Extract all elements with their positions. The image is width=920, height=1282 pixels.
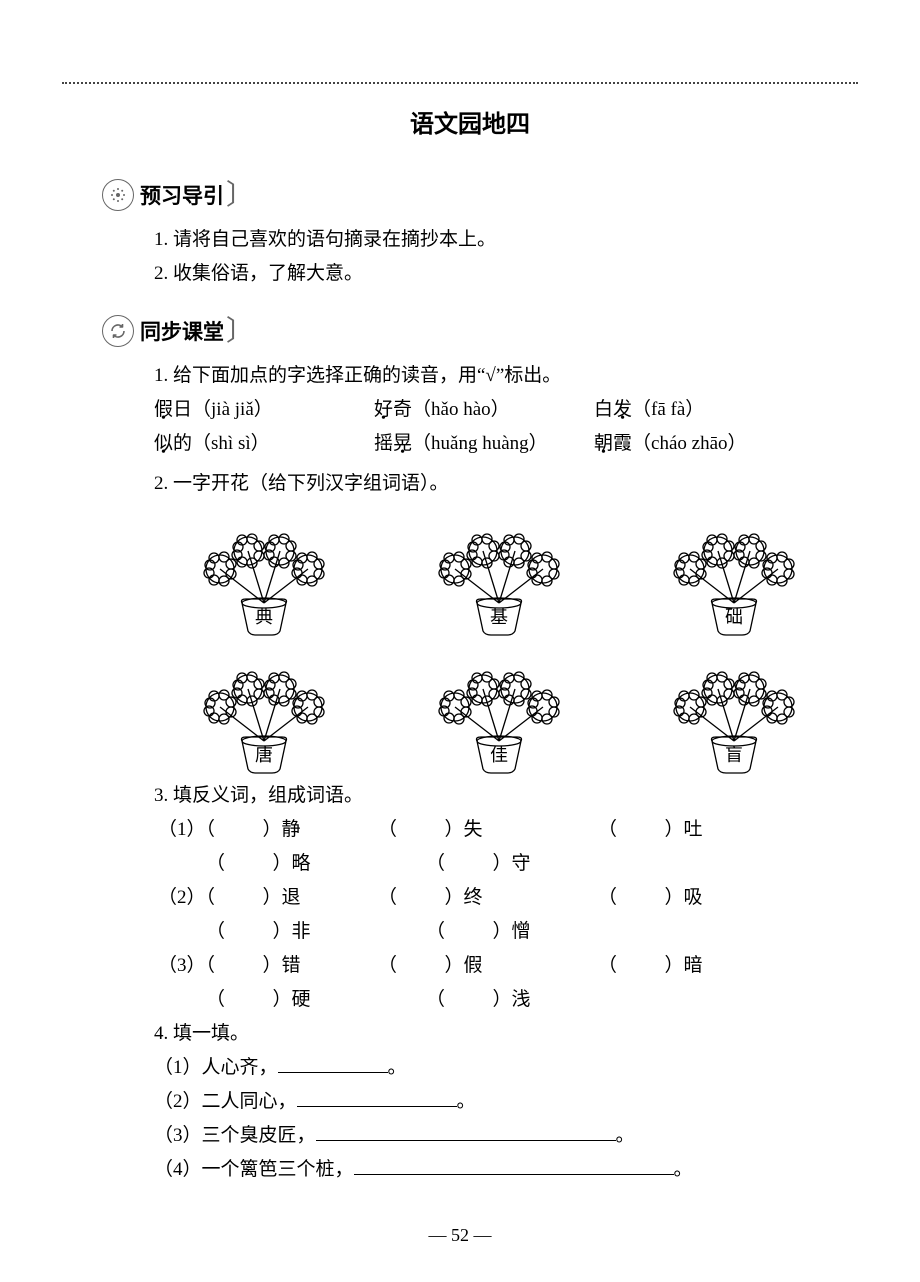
blank-item: （ ）吸 [598,881,818,915]
page-content: 语文园地四 预习导引 〕 1. 请将自己喜欢的语句摘录在摘抄本上。 2. 收集俗… [100,96,840,1187]
flower-row: 典 基 础 [154,507,844,639]
bracket-icon: 〕 [226,309,254,349]
flower-pot: 基 [389,507,609,639]
blank-item: （ ）浅 [426,983,646,1017]
blank-item: （ ）非 [158,915,426,949]
flower-pot: 佳 [389,645,609,777]
q1-row: 似•的（shì sì） 摇晃•（huǎng huàng） 朝•霞（cháo zh… [154,427,840,461]
pinyin: （huǎng huàng） [412,433,548,454]
q4-prompt: 4. 填一填。 [154,1017,840,1051]
emphasis-dot-icon: • [381,402,386,436]
flower-icon: 础 [644,507,824,639]
text: （1）人心齐， [154,1057,278,1078]
page-number: — 52 — [0,1225,920,1246]
emphasis-dot-icon: • [620,402,625,436]
q2-prompt: 2. 一字开花（给下列汉字组词语）。 [154,467,840,501]
flower-pot: 唐 [154,645,374,777]
q1-item: 朝•霞（cháo zhāo） [594,427,814,461]
blank-item: （ ）暗 [598,949,818,983]
q4-line: （3）三个臭皮匠， 。 [154,1119,840,1153]
text: （3）三个臭皮匠， [154,1125,316,1146]
char: 白 [594,399,613,420]
q3-prompt: 3. 填反义词，组成词语。 [154,779,840,813]
q1-item: 白发•（fā fà） [594,393,814,427]
q4-line: （4）一个篱笆三个桩， 。 [154,1153,840,1187]
blank-item: （ ）硬 [158,983,426,1017]
section-header-preview: 预习导引 〕 [102,175,840,215]
q1-row: 假•日（jià jiǎ） 好•奇（hǎo hào） 白发•（fā fà） [154,393,840,427]
blank-item: （ ）略 [158,847,426,881]
text: （2）二人同心， [154,1091,297,1112]
text: 。 [674,1159,693,1180]
svg-text:盲: 盲 [725,745,743,765]
q1-prompt: 1. 给下面加点的字选择正确的读音，用“√”标出。 [154,359,840,393]
pinyin: 霞（cháo zhāo） [613,433,746,454]
guide-line: 2. 收集俗语，了解大意。 [154,257,840,291]
flower-icon: 典 [174,507,354,639]
guide-line: 1. 请将自己喜欢的语句摘录在摘抄本上。 [154,223,840,257]
refresh-icon [102,315,134,347]
q1-item: 假•日（jià jiǎ） [154,393,374,427]
emphasis-dot-icon: • [161,436,166,470]
blank-item: （ ）失 [378,813,598,847]
emphasis-dot-icon: • [400,436,405,470]
fill-blank [297,1085,457,1107]
flower-pot: 典 [154,507,374,639]
pinyin: 日（jià jiǎ） [173,399,273,420]
q4-line: （2）二人同心， 。 [154,1085,840,1119]
blank-item: （ ）吐 [598,813,818,847]
top-dotted-rule [62,82,858,84]
svg-text:基: 基 [490,607,508,627]
flower-pot: 础 [624,507,844,639]
section-label: 预习导引 [140,180,224,210]
blank-item: （2）（ ）退 [158,881,378,915]
fill-blank [354,1153,674,1175]
svg-text:唐: 唐 [255,745,273,765]
q1-item: 摇晃•（huǎng huàng） [374,427,594,461]
blank-item: （ ）守 [426,847,646,881]
flower-icon: 佳 [409,645,589,777]
blank-item: （ ）憎 [426,915,646,949]
blank-item: （1）（ ）静 [158,813,378,847]
target-icon [102,179,134,211]
pinyin: 奇（hǎo hào） [393,399,510,420]
pinyin: （fā fà） [632,399,704,420]
flower-pot: 盲 [624,645,844,777]
pinyin: 的（shì sì） [173,433,270,454]
q4-line: （1）人心齐， 。 [154,1051,840,1085]
fill-blank [316,1119,616,1141]
flower-icon: 盲 [644,645,824,777]
section-header-class: 同步课堂 〕 [102,311,840,351]
q1-item: 似•的（shì sì） [154,427,374,461]
svg-text:础: 础 [725,607,743,627]
page-title: 语文园地四 [100,104,840,139]
text: 。 [616,1125,635,1146]
char: 摇 [374,433,393,454]
text: 。 [388,1057,407,1078]
preview-guide: 1. 请将自己喜欢的语句摘录在摘抄本上。 2. 收集俗语，了解大意。 [154,223,840,291]
svg-text:佳: 佳 [490,745,508,765]
flower-row: 唐 佳 盲 [154,645,844,777]
text: （4）一个篱笆三个桩， [154,1159,354,1180]
svg-text:典: 典 [255,607,273,627]
flower-icon: 基 [409,507,589,639]
q3-group: （1）（ ）静 （ ）失 （ ）吐 （ ）略 （ ）守 （2）（ ）退 （ ）终… [154,813,840,1017]
blank-item: （ ）终 [378,881,598,915]
exercises: 1. 给下面加点的字选择正确的读音，用“√”标出。 假•日（jià jiǎ） 好… [140,359,840,1187]
text: 。 [457,1091,476,1112]
section-label: 同步课堂 [140,316,224,346]
blank-item: （3）（ ）错 [158,949,378,983]
bracket-icon: 〕 [226,173,254,213]
emphasis-dot-icon: • [601,436,606,470]
q1-item: 好•奇（hǎo hào） [374,393,594,427]
fill-blank [278,1051,388,1073]
blank-item: （ ）假 [378,949,598,983]
flower-icon: 唐 [174,645,354,777]
